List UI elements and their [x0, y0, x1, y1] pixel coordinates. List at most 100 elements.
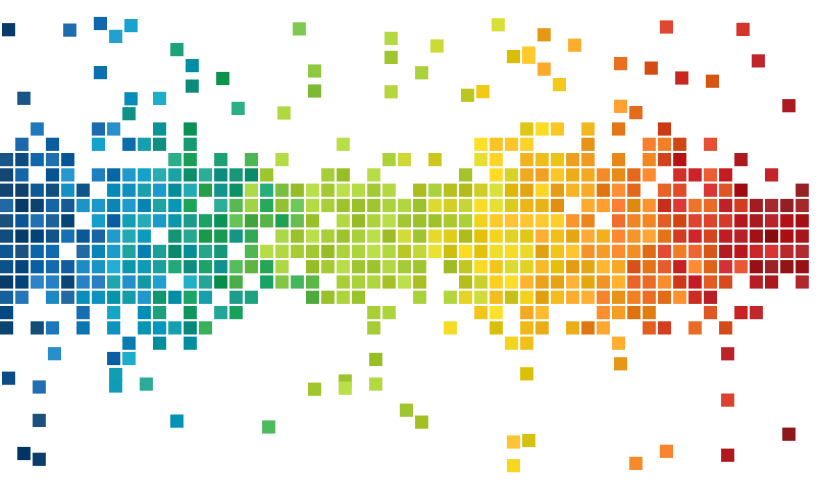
mosaic-tile [61, 290, 75, 304]
mosaic-tile [153, 290, 167, 304]
mosaic-tile [627, 168, 641, 182]
mosaic-tile [122, 229, 136, 243]
mosaic-tile [290, 198, 304, 213]
mosaic-tile [91, 168, 105, 182]
mosaic-tile [107, 214, 121, 228]
mosaic-tile [489, 168, 503, 182]
mosaic-tile [367, 275, 381, 289]
mosaic-tile [137, 260, 151, 274]
mosaic-tile [382, 260, 396, 274]
mosaic-tile [642, 198, 656, 213]
mosaic-tile [76, 198, 90, 213]
mosaic-tile [703, 137, 717, 151]
mosaic-tile [520, 122, 534, 136]
mosaic-tile [260, 168, 274, 182]
mosaic-tile [596, 168, 610, 182]
mosaic-tile [168, 260, 182, 274]
mosaic-tile [749, 260, 763, 274]
mosaic-tile [17, 446, 31, 461]
mosaic-tile [321, 244, 335, 258]
mosaic-tile [489, 306, 503, 320]
mosaic-tile [535, 290, 549, 304]
mosaic-tile [443, 244, 457, 258]
mosaic-tile [275, 244, 289, 258]
mosaic-tile [673, 198, 687, 213]
mosaic-tile [719, 229, 733, 243]
mosaic-tile [657, 275, 672, 289]
mosaic-tile [382, 275, 396, 289]
mosaic-tile [489, 244, 503, 258]
mosaic-tile [397, 229, 411, 243]
mosaic-tile [30, 198, 44, 213]
mosaic-tile [612, 214, 626, 228]
mosaic-tile [168, 153, 182, 167]
mosaic-tile [122, 290, 136, 304]
mosaic-tile [321, 183, 335, 197]
mosaic-tile [336, 198, 350, 213]
mosaic-tile [612, 122, 626, 136]
mosaic-tile [107, 351, 121, 366]
mosaic-tile [413, 260, 427, 274]
mosaic-tile [749, 214, 763, 228]
mosaic-tile [795, 244, 809, 258]
mosaic-tile [673, 153, 687, 167]
mosaic-tile [413, 229, 427, 243]
mosaic-tile [520, 336, 534, 350]
mosaic-tile [474, 214, 488, 228]
mosaic-tile [76, 229, 90, 243]
mosaic-tile [550, 275, 564, 289]
mosaic-tile [459, 229, 473, 243]
mosaic-tile [703, 198, 717, 213]
mosaic-tile [15, 260, 29, 274]
mosaic-tile [137, 275, 151, 289]
mosaic-tile [382, 214, 396, 228]
mosaic-tile [214, 198, 228, 213]
mosaic-tile [244, 183, 258, 197]
mosaic-tile [520, 198, 534, 213]
mosaic-tile [703, 244, 717, 258]
mosaic-tile [474, 198, 488, 213]
mosaic-tile [719, 260, 733, 274]
mosaic-tile [688, 260, 702, 274]
mosaic-tile [642, 229, 656, 243]
mosaic-tile [17, 91, 31, 105]
mosaic-tile [657, 321, 672, 335]
mosaic-tile [459, 183, 473, 197]
mosaic-tile [489, 290, 503, 304]
mosaic-tile [520, 168, 534, 182]
mosaic-tile [61, 214, 75, 228]
mosaic-tile [535, 153, 549, 167]
mosaic-tile [308, 64, 322, 78]
mosaic-tile [306, 198, 320, 213]
mosaic-tile [428, 198, 442, 213]
mosaic-tile [244, 198, 258, 213]
mosaic-tile [474, 183, 488, 197]
mosaic-tile [153, 275, 167, 289]
mosaic-tile [275, 260, 289, 274]
mosaic-tile [351, 229, 366, 243]
mosaic-tile [537, 28, 551, 42]
mosaic-tile [474, 153, 488, 167]
mosaic-tile [198, 244, 213, 258]
mosaic-tile [63, 23, 77, 37]
mosaic-tile [550, 183, 564, 197]
mosaic-tile [336, 137, 350, 151]
mosaic-tile [30, 183, 44, 197]
mosaic-tile [153, 168, 167, 182]
mosaic-tile [384, 31, 398, 45]
mosaic-tiles [0, 91, 809, 381]
mosaic-tile [657, 229, 672, 243]
mosaic-tile [0, 198, 14, 213]
mosaic-tile [474, 290, 488, 304]
mosaic-tile [260, 275, 274, 289]
mosaic-tile [612, 260, 626, 274]
mosaic-tile [229, 260, 243, 274]
mosaic-tile [627, 229, 641, 243]
mosaic-tile [659, 20, 674, 34]
mosaic-tile [550, 153, 564, 167]
mosaic-tile [614, 57, 628, 71]
mosaic-tile [290, 275, 304, 289]
mosaic-tile [443, 214, 457, 228]
mosaic-tile [351, 198, 366, 213]
mosaic-tile [535, 229, 549, 243]
